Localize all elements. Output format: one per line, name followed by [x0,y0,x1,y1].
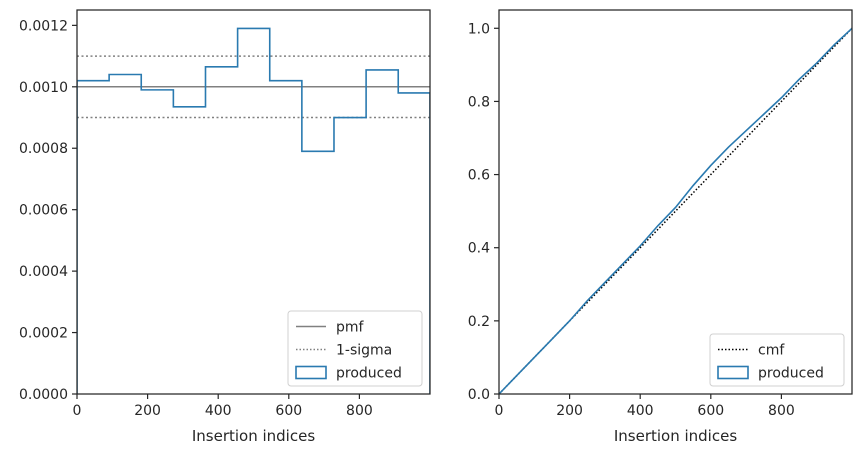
x-axis-label: Insertion indices [614,427,737,445]
x-tick-label: 400 [205,403,232,419]
y-tick-label: 0.0012 [19,18,68,34]
y-tick-label: 0.0002 [19,326,68,342]
x-tick-label: 0 [495,403,504,419]
left-pmf-chart: 0 200 400 600 800 0.0000 0.0002 0.0004 0.0006 0.0… [19,9,431,445]
x-tick-label: 600 [697,403,724,419]
y-tick-label: 0.0000 [19,387,68,403]
legend-patch [717,365,749,380]
legend-box [709,333,845,387]
axes-frame [498,9,853,395]
x-tick-label: 800 [768,403,795,419]
y-tick-label: 0.4 [468,241,490,257]
legend-label: produced [336,366,402,382]
plot-area [499,27,852,394]
x-tick-label: 200 [556,403,583,419]
produced-series [499,27,852,394]
y-tick-label: 0.0006 [19,203,68,219]
y-tick-label: 0.0010 [19,80,68,96]
axes-frame [76,9,431,395]
x-tick-label: 0 [73,403,82,419]
legend: cmf produced [709,333,845,387]
right-cmf-chart: 0 200 400 600 800 0.0 0.2 0.4 0.6 0.8 1.0 Insertion… [468,9,853,445]
y-tick-label: 0.0004 [19,264,68,280]
y-tick-label: 0.0 [468,387,490,403]
legend-label: pmf [336,320,365,336]
legend-patch [295,365,327,380]
x-tick-label: 600 [275,403,302,419]
x-tick-label: 400 [627,403,654,419]
x-axis-label: Insertion indices [192,427,315,445]
legend: pmf 1-sigma produced [287,310,423,387]
y-tick-label: 0.6 [468,168,490,184]
plot-area [77,27,430,394]
y-tick-label: 0.0008 [19,141,68,157]
produced-series [77,27,430,394]
legend-label: produced [758,366,824,382]
x-tick-label: 800 [346,403,373,419]
y-tick-label: 1.0 [468,21,490,37]
x-tick-label: 200 [134,403,161,419]
y-tick-label: 0.2 [468,314,490,330]
legend-label: cmf [758,343,785,359]
legend-label: 1-sigma [336,343,392,359]
y-tick-label: 0.8 [468,94,490,110]
